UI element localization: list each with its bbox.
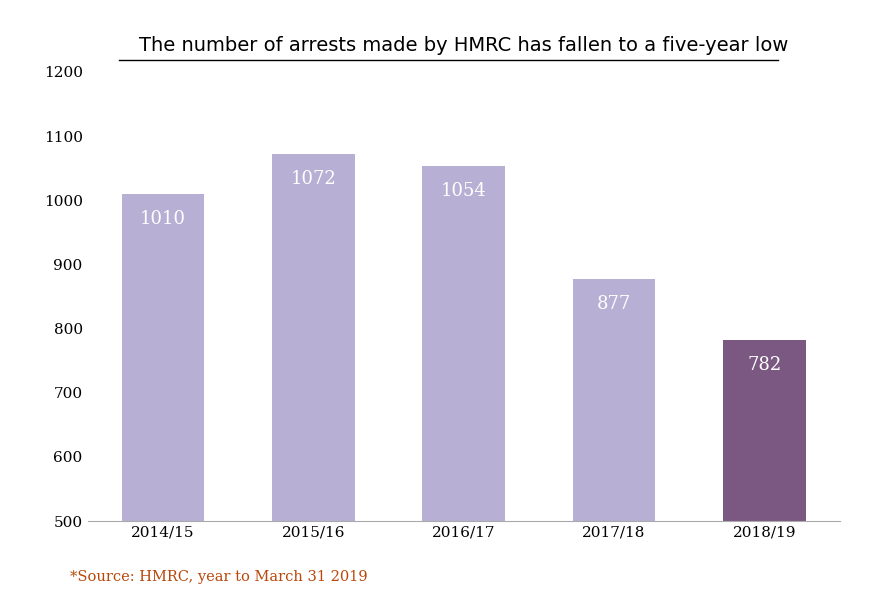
Bar xyxy=(573,279,655,521)
Bar xyxy=(272,154,354,521)
Text: 782: 782 xyxy=(747,356,781,374)
Text: 877: 877 xyxy=(597,295,631,313)
Text: *Source: HMRC, year to March 31 2019: *Source: HMRC, year to March 31 2019 xyxy=(70,570,368,584)
Bar xyxy=(122,194,205,521)
Text: 1010: 1010 xyxy=(140,210,186,228)
Bar xyxy=(723,340,806,521)
Text: 1054: 1054 xyxy=(441,181,487,199)
Title: The number of arrests made by HMRC has fallen to a five-year low: The number of arrests made by HMRC has f… xyxy=(139,36,788,55)
Text: 1072: 1072 xyxy=(290,170,336,188)
Bar xyxy=(423,165,505,521)
